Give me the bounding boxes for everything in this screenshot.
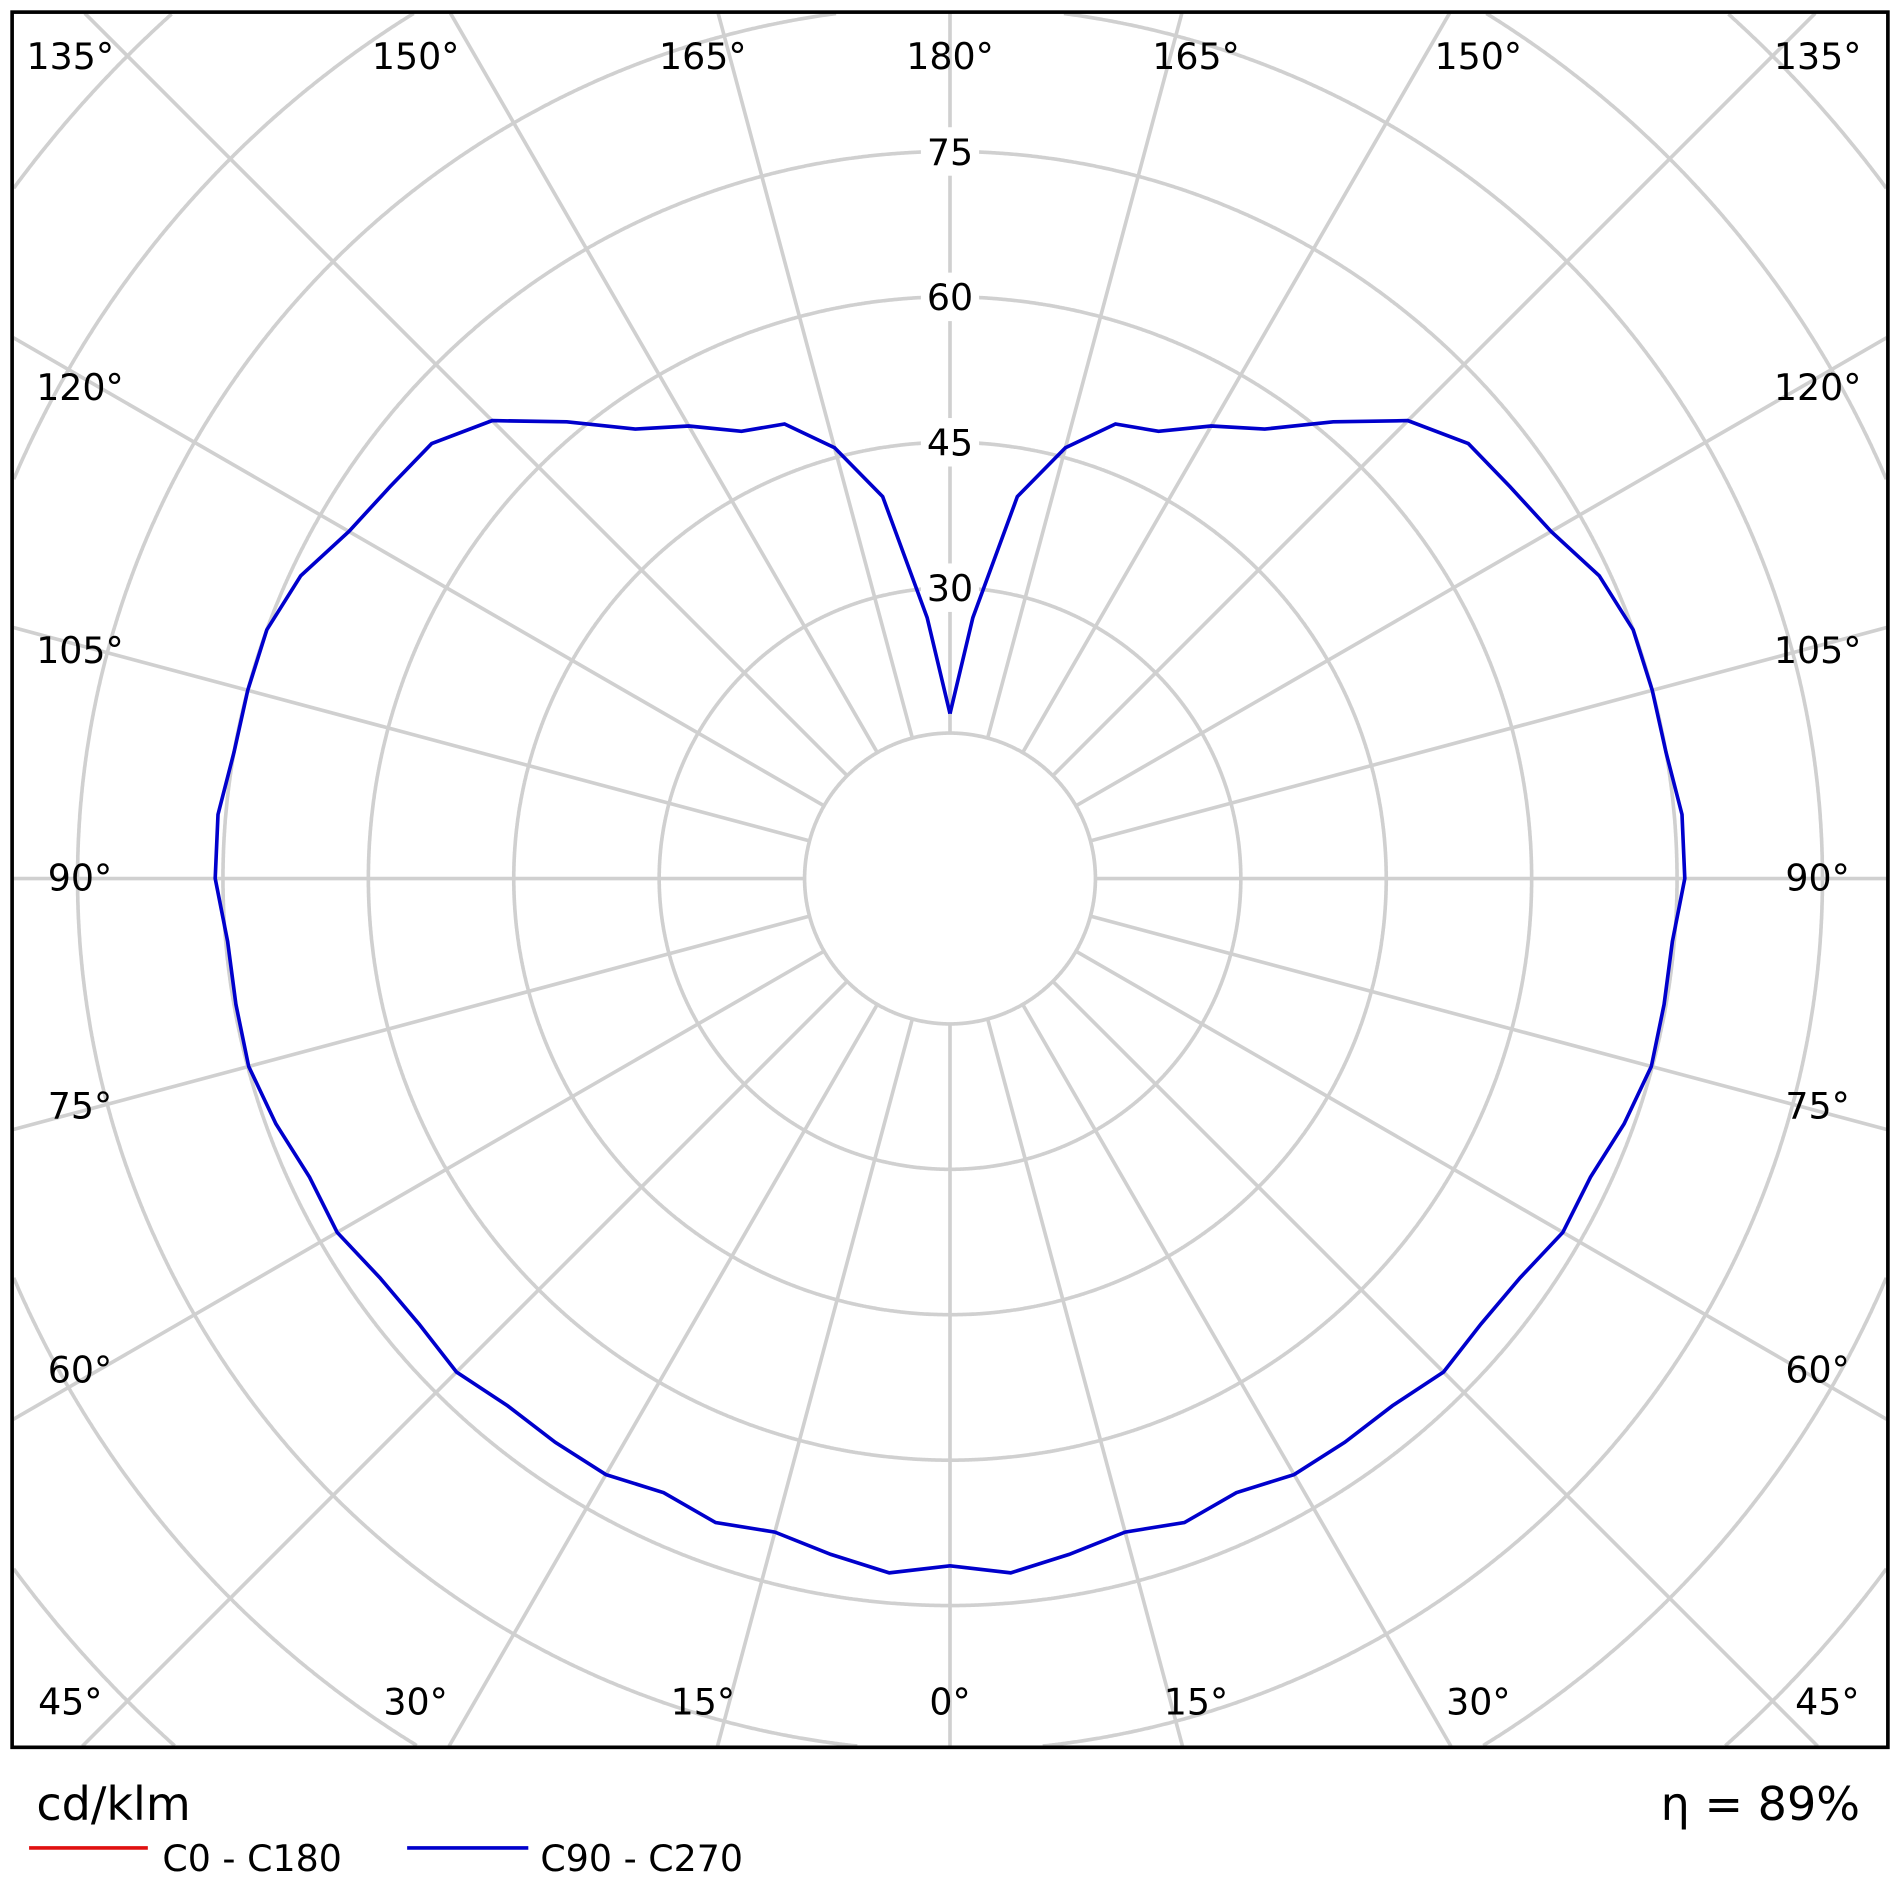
grid-spoke: [985, 12, 1184, 739]
grid-ring: [1042, 878, 1825, 1748]
grid-spoke: [1089, 914, 1888, 1132]
angle-label-bottom: 30°: [1446, 1681, 1510, 1724]
grid-spoke: [1075, 336, 1888, 808]
radial-tick-label: 45: [927, 422, 973, 465]
angle-label-bottom: 15°: [671, 1681, 735, 1724]
tick-bg: [920, 563, 980, 612]
angle-label-left: 120°: [36, 366, 124, 409]
grid-spoke: [12, 949, 825, 1421]
angle-label-top: 150°: [1435, 35, 1523, 78]
angle-labels: 135° 150° 165° 180° 165° 150° 135° 45° 30° 15° 0° 1…: [27, 35, 1862, 1724]
series-curve-1: [213, 418, 1687, 1575]
angle-label-right: 120°: [1774, 366, 1862, 409]
grid-ring: [1063, 11, 1825, 879]
grid-ring: [12, 12, 173, 190]
grid-ring: [1724, 1567, 1888, 1748]
angle-label-left: 90°: [48, 857, 112, 900]
grid-spoke: [81, 980, 849, 1748]
grid-spoke: [447, 1003, 879, 1748]
grid-ring: [12, 11, 415, 480]
grid-spoke: [715, 1018, 915, 1747]
grid-spoke: [1075, 949, 1888, 1421]
radial-tick-labels: 30 45 60 75: [920, 127, 980, 612]
grid-spoke: [985, 1018, 1185, 1747]
grid-ring: [12, 1277, 418, 1748]
angle-label-top: 135°: [1774, 35, 1862, 78]
angle-label-top: 135°: [27, 35, 115, 78]
angle-label-left: 75°: [48, 1084, 112, 1127]
polar-grid: [12, 11, 1888, 1748]
grid-spoke: [448, 12, 879, 754]
angle-label-top: 165°: [1152, 35, 1240, 78]
plot-frame: [10, 10, 1890, 1750]
grid-spoke: [12, 336, 825, 808]
radial-tick-label: 30: [927, 567, 973, 610]
grid-spoke: [12, 625, 811, 843]
angle-label-right: 90°: [1785, 857, 1849, 900]
angle-label-bottom: 30°: [383, 1681, 447, 1724]
grid-spoke: [716, 12, 915, 739]
angle-label-bottom: 0°: [929, 1681, 970, 1724]
angle-label-bottom: 45°: [1795, 1681, 1859, 1724]
angle-label-right: 105°: [1774, 629, 1862, 672]
radial-tick-label: 75: [927, 131, 973, 174]
angle-label-bottom: 15°: [1164, 1681, 1228, 1724]
angle-label-top: 165°: [659, 35, 747, 78]
grid-ring: [12, 1567, 176, 1748]
legend-label-c0-c180: C0 - C180: [162, 1837, 341, 1880]
efficiency-label: η = 89%: [1661, 1777, 1860, 1831]
curves: [213, 418, 1687, 1575]
grid-spoke: [12, 914, 811, 1132]
angle-label-left: 60°: [48, 1349, 112, 1392]
grid-ring: [1485, 11, 1888, 480]
grid-spoke: [1051, 980, 1819, 1748]
grid-ring: [75, 11, 858, 1748]
grid-spoke: [1089, 625, 1888, 843]
angle-label-bottom: 45°: [38, 1681, 102, 1724]
angle-label-top: 150°: [372, 35, 460, 78]
grid-spoke: [83, 12, 849, 777]
grid-spoke: [1021, 12, 1452, 754]
angle-label-left: 105°: [36, 629, 124, 672]
tick-bg: [920, 272, 980, 322]
angle-label-right: 75°: [1785, 1084, 1849, 1127]
legend-label-c90-c270: C90 - C270: [540, 1837, 743, 1880]
grid-ring: [1727, 12, 1888, 190]
radial-tick-label: 60: [927, 276, 973, 319]
tick-bg: [920, 418, 980, 467]
grid-spoke: [1051, 12, 1817, 777]
unit-label: cd/klm: [36, 1777, 190, 1831]
grid-spoke: [1021, 1003, 1453, 1748]
angle-label-right: 60°: [1785, 1349, 1849, 1392]
grid-ring: [802, 731, 1098, 1026]
grid-ring: [1482, 1277, 1888, 1748]
tick-bg: [920, 127, 980, 176]
angle-label-top: 180°: [906, 35, 994, 78]
